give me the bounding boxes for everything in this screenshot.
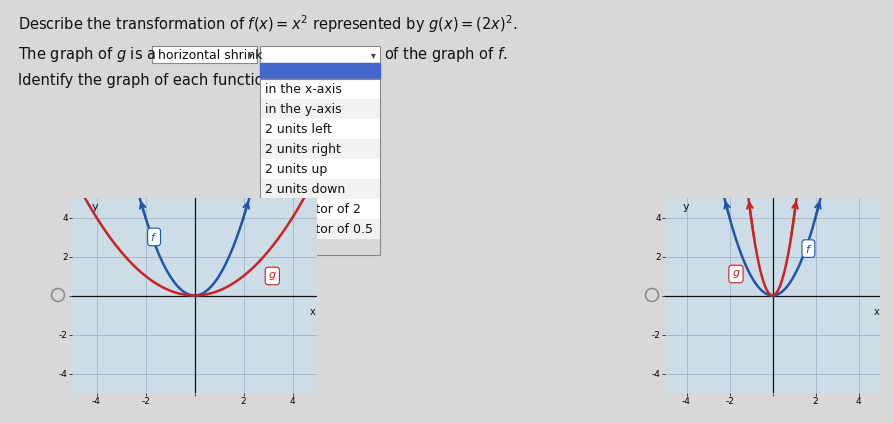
Text: 2 units up: 2 units up: [265, 162, 327, 176]
Bar: [260, 99, 380, 119]
Text: The graph of $g$ is a: The graph of $g$ is a: [18, 45, 156, 64]
Text: y: y: [91, 202, 98, 212]
Text: of the graph of $f$.: of the graph of $f$.: [384, 45, 507, 64]
Text: Identify the graph of each function.: Identify the graph of each function.: [18, 73, 277, 88]
Text: 2 units right: 2 units right: [265, 143, 341, 156]
Text: ▾: ▾: [248, 50, 252, 60]
Text: horizontal shrink: horizontal shrink: [158, 49, 262, 61]
Bar: [260, 46, 380, 63]
Text: $f$: $f$: [150, 231, 157, 243]
Text: x: x: [873, 307, 878, 317]
Bar: [260, 119, 380, 139]
Text: $g$: $g$: [267, 270, 276, 282]
Text: in the x-axis: in the x-axis: [265, 82, 342, 96]
Text: ▾: ▾: [370, 50, 375, 60]
Bar: [260, 199, 380, 219]
Text: 2 units down: 2 units down: [265, 182, 345, 195]
Text: in the y-axis: in the y-axis: [265, 102, 342, 115]
Bar: [260, 159, 380, 179]
Text: x: x: [309, 307, 315, 317]
Text: $f$: $f$: [804, 243, 811, 255]
Bar: [260, 139, 380, 159]
Bar: [152, 46, 257, 63]
Text: y: y: [681, 202, 688, 212]
Text: 2 units left: 2 units left: [265, 123, 332, 135]
Text: by a factor of 0.5: by a factor of 0.5: [265, 222, 373, 236]
Bar: [260, 79, 380, 99]
Text: Describe the transformation of $f(x) = x^2$ represented by $g(x) = (2x)^2$.: Describe the transformation of $f(x) = x…: [18, 13, 517, 35]
Bar: [260, 79, 380, 255]
Text: $g$: $g$: [730, 268, 739, 280]
Bar: [260, 179, 380, 199]
Bar: [260, 219, 380, 239]
Bar: [260, 63, 380, 79]
Text: by a factor of 2: by a factor of 2: [265, 203, 360, 215]
